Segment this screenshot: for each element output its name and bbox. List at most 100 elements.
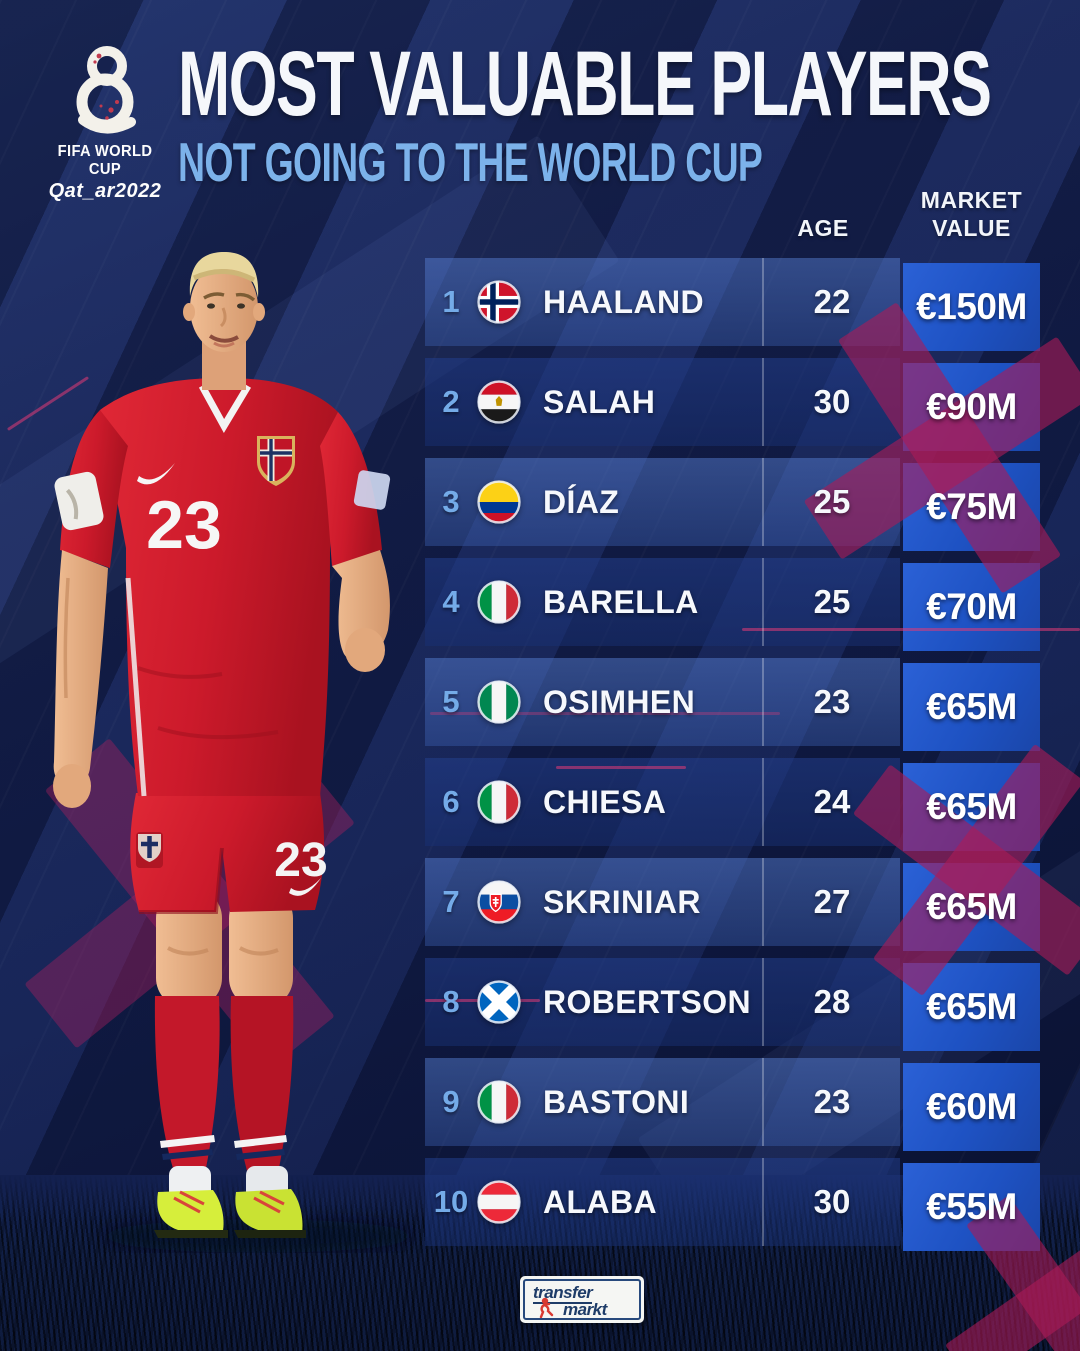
decor-line <box>742 628 1080 631</box>
table-row: 6 CHIESA 24 €65M <box>425 758 1040 851</box>
market-value-cell: €150M <box>903 263 1040 351</box>
player-jersey: 23 <box>54 378 391 797</box>
transfermarkt-word-bottom: markt <box>563 1300 607 1319</box>
page-subtitle: NOT GOING TO THE WORLD CUP <box>178 130 763 193</box>
market-value-text: €65M <box>926 886 1017 927</box>
age-value: 25 <box>813 483 851 520</box>
column-divider <box>762 858 764 946</box>
table-row: 7 SKRINIAR 27 €65M <box>425 858 1040 951</box>
market-value-text: €65M <box>926 786 1017 827</box>
table-row: 2 SALAH 30 €90M <box>425 358 1040 451</box>
player-name: BARELLA <box>543 583 699 620</box>
market-header-line2: VALUE <box>932 215 1011 242</box>
row-main: 1 HAALAND 22 <box>425 258 900 346</box>
country-flag-icon <box>477 980 521 1024</box>
market-value-cell: €55M <box>903 1163 1040 1251</box>
player-name: CHIESA <box>543 783 667 820</box>
country-flag-icon <box>477 1180 521 1224</box>
row-main: 5 OSIMHEN 23 <box>425 658 900 746</box>
norway-crest <box>257 436 295 486</box>
column-divider <box>762 658 764 746</box>
fifa-logo-text: FIFA WORLD CUP <box>57 143 153 178</box>
column-divider <box>762 258 764 346</box>
player-boots <box>154 1189 306 1238</box>
country-flag-icon <box>477 1080 521 1124</box>
market-value-cell: €70M <box>903 563 1040 651</box>
row-main: 2 SALAH 30 <box>425 358 900 446</box>
row-main: 9 BASTONI 23 <box>425 1058 900 1146</box>
player-name: DÍAZ <box>543 483 620 520</box>
rank-label: 3 <box>442 484 460 519</box>
market-value-cell: €65M <box>903 863 1040 951</box>
row-main: 6 CHIESA 24 <box>425 758 900 846</box>
player-name: HAALAND <box>543 283 705 320</box>
decor-line <box>430 712 780 715</box>
rank-label: 4 <box>442 584 460 619</box>
sleeve-patch <box>54 471 104 531</box>
table-row: 3 DÍAZ 25 €75M <box>425 458 1040 551</box>
age-value: 27 <box>813 883 851 920</box>
country-flag-icon <box>477 480 521 524</box>
player-name: SKRINIAR <box>543 883 701 920</box>
column-divider <box>762 758 764 846</box>
country-flag-icon <box>477 280 521 324</box>
column-divider <box>762 558 764 646</box>
table-row: 5 OSIMHEN 23 €65M <box>425 658 1040 751</box>
market-value-cell: €90M <box>903 363 1040 451</box>
market-value-text: €90M <box>926 386 1017 427</box>
market-value-cell: €65M <box>903 663 1040 751</box>
age-value: 23 <box>813 1083 851 1120</box>
market-value-text: €55M <box>926 1186 1017 1227</box>
rank-label: 7 <box>442 884 460 919</box>
transfermarkt-logo-frame: transfer markt <box>523 1279 641 1320</box>
market-value-text: €75M <box>926 486 1017 527</box>
table-row: 10 ALABA 30 €55M <box>425 1158 1040 1251</box>
column-divider <box>762 458 764 546</box>
rank-label: 1 <box>442 284 460 319</box>
table-row: 4 BARELLA 25 €70M <box>425 558 1040 651</box>
page-title: MOST VALUABLE PLAYERS <box>178 33 992 135</box>
player-legs <box>156 888 293 1008</box>
fifa-world-cup-logo: FIFA WORLD CUP Qat_ar2022 <box>42 36 168 203</box>
player-head <box>183 252 265 390</box>
jersey-number: 23 <box>146 487 222 563</box>
table-row: 9 BASTONI 23 €60M <box>425 1058 1040 1151</box>
market-value-cell: €65M <box>903 963 1040 1051</box>
market-value-cell: €75M <box>903 463 1040 551</box>
rank-label: 9 <box>442 1084 460 1119</box>
transfermarkt-logo: transfer markt <box>520 1276 644 1323</box>
market-header-line1: MARKET <box>920 187 1023 213</box>
market-value-cell: €65M <box>903 763 1040 851</box>
player-photo: 23 23 <box>53 252 416 1253</box>
player-arms <box>53 550 390 808</box>
player-name: ALABA <box>543 1183 657 1220</box>
rank-label: 5 <box>442 684 460 719</box>
table-row: 8 ROBERTSON 28 €65M <box>425 958 1040 1051</box>
market-value-cell: €60M <box>903 1063 1040 1151</box>
age-value: 23 <box>813 683 851 720</box>
market-value-text: €150M <box>916 286 1027 327</box>
row-main: 10 ALABA 30 <box>425 1158 900 1246</box>
nike-swoosh-icon <box>137 463 175 485</box>
column-header-age: AGE <box>797 215 849 241</box>
row-main: 3 DÍAZ 25 <box>425 458 900 546</box>
player-shorts: 23 <box>130 793 328 914</box>
transfermarkt-word-top: transfer <box>533 1283 593 1304</box>
country-flag-icon <box>477 680 521 724</box>
rank-label: 8 <box>442 984 460 1019</box>
column-divider <box>762 1158 764 1246</box>
market-value-text: €65M <box>926 986 1017 1027</box>
row-main: 8 ROBERTSON 28 <box>425 958 900 1046</box>
row-main: 4 BARELLA 25 <box>425 558 900 646</box>
age-value: 28 <box>813 983 851 1020</box>
decor-line <box>556 766 686 769</box>
column-divider <box>762 1058 764 1146</box>
column-divider <box>762 958 764 1046</box>
qatar-2022-text: Qat_ar2022 <box>48 180 162 202</box>
age-value: 22 <box>813 283 851 320</box>
uefa-patch <box>353 470 391 510</box>
table-row: 1 HAALAND 22 €150M <box>425 258 1040 351</box>
country-flag-icon <box>477 580 521 624</box>
rank-label: 2 <box>442 384 460 419</box>
